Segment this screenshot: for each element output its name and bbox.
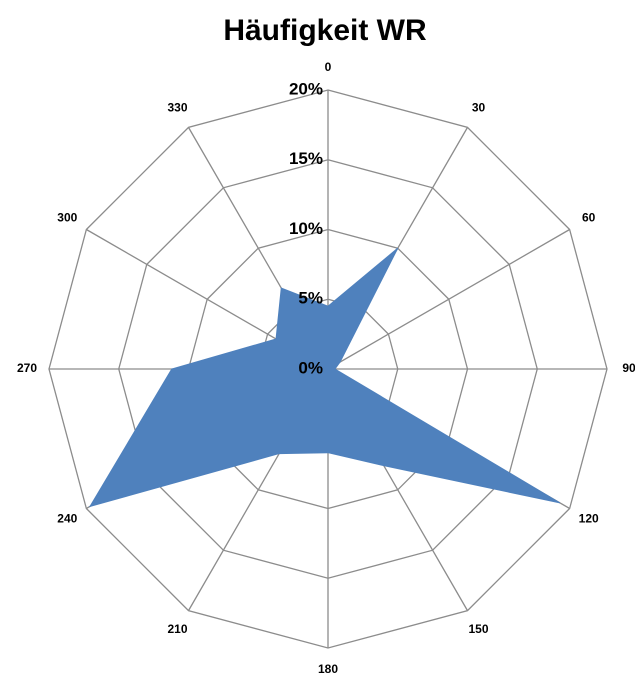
category-label: 270 bbox=[17, 361, 37, 375]
category-label: 30 bbox=[472, 100, 486, 114]
tick-label: 10% bbox=[289, 219, 323, 238]
chart-title: Häufigkeit WR bbox=[223, 14, 427, 47]
category-label: 60 bbox=[582, 211, 596, 225]
category-label: 180 bbox=[318, 662, 338, 676]
category-label: 210 bbox=[167, 622, 187, 636]
category-label: 150 bbox=[468, 622, 488, 636]
spoke bbox=[327, 228, 570, 370]
category-label: 330 bbox=[167, 100, 187, 114]
category-label: 120 bbox=[579, 512, 599, 526]
radar-area bbox=[88, 247, 561, 508]
tick-label: 5% bbox=[298, 289, 323, 308]
category-label: 300 bbox=[57, 211, 77, 225]
tick-label: 20% bbox=[289, 79, 323, 98]
tick-label: 0% bbox=[298, 358, 323, 377]
category-label: 0 bbox=[325, 60, 332, 74]
category-label: 240 bbox=[57, 512, 77, 526]
category-label: 90 bbox=[622, 361, 635, 375]
tick-label: 15% bbox=[289, 149, 323, 168]
